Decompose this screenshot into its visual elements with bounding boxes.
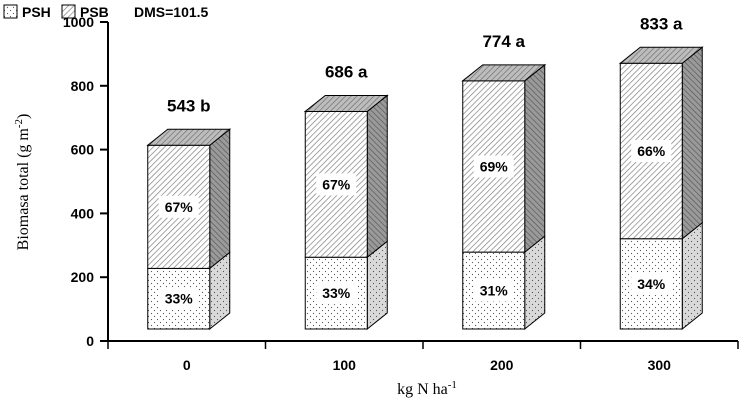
bar-top-face xyxy=(146,128,232,146)
bars: 33% 67% 543 b 33% 67% 686 a 31% 69% 774 a 34% 66% 8… xyxy=(146,14,704,331)
segment-label-bg xyxy=(158,287,199,310)
x-tick-label: 300 xyxy=(648,357,672,373)
bar-group: 33% 67% 543 b xyxy=(146,96,232,331)
x-tick-label: 200 xyxy=(490,357,514,373)
bar-top-face xyxy=(303,94,389,112)
legend: PSH PSB DMS=101.5 xyxy=(3,4,209,20)
x-tick-label: 0 xyxy=(183,357,191,373)
bar-total-label: 833 a xyxy=(640,14,683,33)
segment-percent-label: 33% xyxy=(322,285,351,301)
bar-top-face xyxy=(461,64,547,82)
segment-percent-label: 67% xyxy=(322,176,351,192)
bar-segment-side xyxy=(366,94,388,259)
legend-label-psh: PSH xyxy=(22,4,51,20)
bar-total-label: 686 a xyxy=(325,62,368,81)
bar-segment-psh xyxy=(462,251,526,330)
segment-percent-label: 34% xyxy=(637,276,666,292)
dms-annotation: DMS=101.5 xyxy=(134,4,209,20)
legend-label-psb: PSB xyxy=(80,4,109,20)
y-tick-label: 200 xyxy=(71,269,95,285)
segment-label-bg xyxy=(631,272,672,295)
y-tick-label: 1000 xyxy=(63,14,94,30)
bar-segment-side xyxy=(524,63,546,254)
y-tick-label: 400 xyxy=(71,205,95,221)
bar-total-label: 543 b xyxy=(167,96,210,115)
y-tick-label: 600 xyxy=(71,142,95,158)
legend-swatch-psh xyxy=(3,4,18,19)
x-ticks: 0 100 200 300 xyxy=(107,341,739,373)
segment-label-bg xyxy=(158,195,199,218)
segment-label-bg xyxy=(316,282,357,305)
x-axis-title: kg N ha-1 xyxy=(397,379,457,398)
bar-group: 34% 66% 833 a xyxy=(618,14,704,331)
y-tick-label: 800 xyxy=(71,78,95,94)
segment-percent-label: 31% xyxy=(480,283,509,299)
segment-percent-label: 67% xyxy=(165,199,194,215)
y-ticks: 0 200 400 600 800 1000 xyxy=(63,14,108,349)
y-axis-title: Biomasa total (g m-2) xyxy=(13,114,32,251)
x-tick-label: 100 xyxy=(333,357,357,373)
bar-group: 31% 69% 774 a xyxy=(461,32,547,331)
bar-group: 33% 67% 686 a xyxy=(303,62,389,331)
bar-segment-side xyxy=(681,221,703,331)
bar-top-face xyxy=(618,46,704,64)
bar-total-label: 774 a xyxy=(482,32,525,51)
segment-label-bg xyxy=(473,279,514,302)
segment-label-bg xyxy=(316,173,357,196)
bar-segment-side xyxy=(681,46,703,240)
segment-label-bg xyxy=(473,155,514,178)
segment-percent-label: 69% xyxy=(480,158,509,174)
bar-segment-side xyxy=(209,128,231,270)
axes: 0 200 400 600 800 1000 0 100 200 300 xyxy=(63,14,739,373)
segment-percent-label: 66% xyxy=(637,143,666,159)
segment-percent-label: 33% xyxy=(165,291,194,307)
legend-swatch-psb xyxy=(61,4,76,19)
segment-label-bg xyxy=(631,139,672,162)
y-tick-label: 0 xyxy=(86,333,94,349)
